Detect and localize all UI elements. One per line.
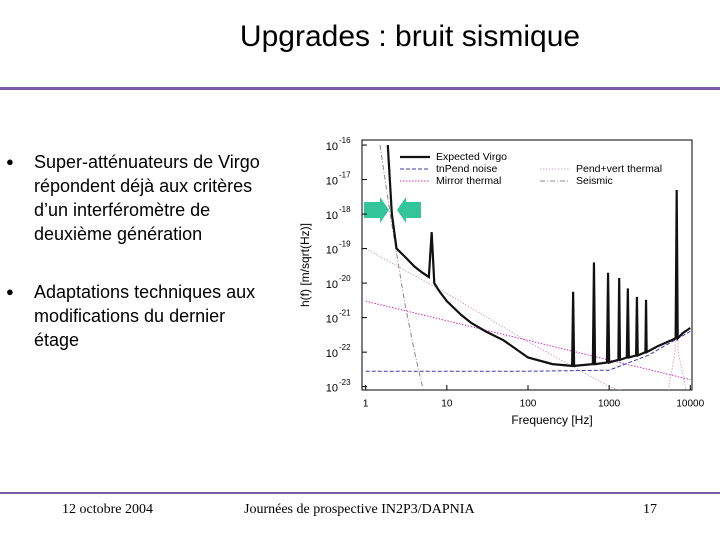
bullet-line: Adaptations techniques aux: [34, 282, 256, 302]
bullet-line: modifications du dernier: [34, 306, 226, 326]
series-line: [365, 330, 691, 372]
bullet: ● Super-atténuateurs de Virgo répondent dé…: [6, 152, 260, 244]
y-tick-base: 10: [326, 314, 338, 326]
legend-label: tnPend noise: [436, 163, 497, 175]
y-tick-label: 10: [326, 348, 338, 360]
y-tick-label: 10: [326, 210, 338, 222]
legend-label: Mirror thermal: [436, 175, 501, 187]
y-tick-label: 10: [326, 383, 338, 395]
footer-date: 12 octobre 2004: [62, 502, 153, 517]
y-tick-base: 10: [326, 279, 338, 291]
y-tick-label: 10: [326, 314, 338, 326]
legend-label: Seismic: [576, 175, 613, 187]
bullet-line: deuxième génération: [34, 224, 203, 244]
y-tick-label: 10: [326, 244, 338, 256]
bullet-line: d’un interféromètre de: [34, 200, 211, 220]
x-tick-label: 10: [441, 399, 453, 410]
footer-event: Journées de prospective IN2P3/DAPNIA: [244, 502, 475, 517]
y-tick-exponent: -21: [339, 309, 351, 318]
y-tick-exponent: -23: [339, 378, 351, 387]
x-axis-label: Frequency [Hz]: [511, 413, 592, 427]
y-tick-base: 10: [326, 244, 338, 256]
x-tick-label: 1000: [598, 399, 621, 410]
y-tick-exponent: -18: [339, 205, 351, 214]
y-axis-label: h(f) [m/sqrt(Hz)]: [298, 223, 312, 307]
y-tick-exponent: -22: [339, 343, 351, 352]
y-tick-base: 10: [326, 141, 338, 153]
y-tick-exponent: -16: [339, 136, 351, 145]
curves: [365, 144, 691, 390]
arrow-right: [364, 197, 389, 223]
y-tick-exponent: -19: [339, 240, 351, 249]
legend-label: Expected Virgo: [436, 151, 507, 163]
legend-label: Pend+vert thermal: [576, 163, 662, 175]
y-tick-base: 10: [326, 210, 338, 222]
y-tick-base: 10: [326, 175, 338, 187]
y-tick-label: 10: [326, 279, 338, 291]
slide-title: Upgrades : bruit sismique: [239, 20, 581, 53]
y-tick-exponent: -17: [339, 171, 351, 180]
footer-rule: [0, 492, 720, 494]
bullet: ● Adaptations techniques aux modifications…: [6, 282, 256, 350]
bullet-line: Super-atténuateurs de Virgo: [34, 152, 260, 172]
y-tick-base: 10: [326, 383, 338, 395]
bullet-line: répondent déjà aux critères: [34, 176, 253, 196]
y-tick-label: 10: [326, 175, 338, 187]
x-tick-label: 1: [363, 399, 369, 410]
x-tick-label: 10000: [676, 399, 704, 410]
footer-page: 17: [643, 502, 657, 517]
title-rule: [0, 87, 720, 90]
series-line: [379, 144, 423, 387]
series-line: [386, 144, 691, 368]
y-tick-exponent: -20: [339, 274, 351, 283]
arrow-left: [397, 197, 421, 223]
bullet-line: étage: [34, 330, 80, 350]
x-tick-label: 100: [520, 399, 537, 410]
y-tick-label: 10: [326, 141, 338, 153]
y-tick-base: 10: [326, 348, 338, 360]
